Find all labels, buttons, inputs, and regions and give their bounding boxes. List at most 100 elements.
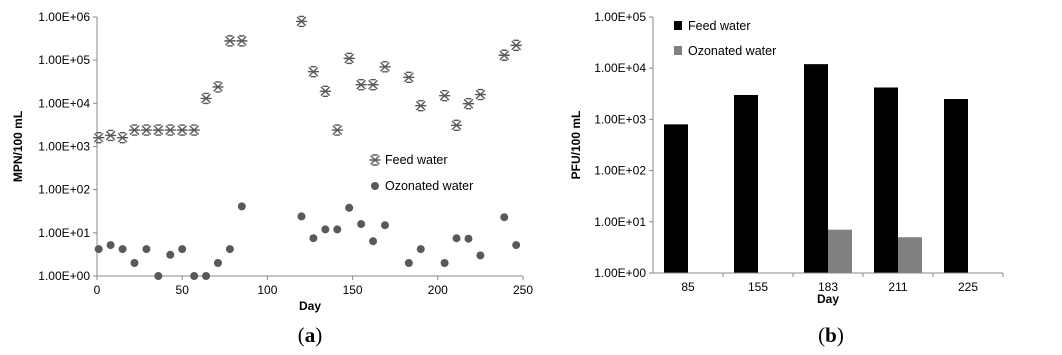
legend-marker-ozonated-water — [371, 182, 379, 190]
legend-asterisk — [369, 154, 381, 166]
data-point — [142, 245, 151, 254]
data-point — [295, 15, 308, 28]
data-point — [367, 79, 379, 91]
legend-label-ozonated-water: Ozonated water — [688, 44, 776, 58]
x-axis-title: Day — [817, 292, 839, 306]
data-point — [225, 245, 234, 254]
data-point — [202, 272, 211, 280]
bar-ozonated-water — [828, 229, 852, 273]
data-point — [357, 220, 366, 229]
data-point — [118, 245, 127, 254]
data-point — [166, 250, 175, 259]
data-point — [309, 234, 318, 243]
x-tick-label: 200 — [428, 283, 448, 297]
data-point — [452, 234, 461, 243]
legend: Feed water Ozonated water — [674, 19, 776, 58]
y-tick-label: 1.00E+04 — [594, 61, 646, 75]
data-point — [106, 241, 115, 250]
data-point — [104, 129, 117, 142]
data-point — [510, 39, 522, 52]
scatter-chart-panel-a: 1.00E+00 1.00E+01 1.00E+02 1.00E+03 1.00E+04… — [11, 10, 533, 347]
data-point — [474, 88, 487, 101]
panel-label-a: (a) — [298, 323, 323, 347]
legend-swatch-feed-water — [674, 21, 682, 30]
series-feed-water — [93, 15, 522, 144]
x-tick-label: 225 — [958, 280, 978, 294]
data-point — [188, 124, 200, 136]
data-point — [464, 234, 473, 243]
data-point — [450, 119, 463, 131]
x-tick-label: 155 — [748, 280, 768, 294]
data-point — [440, 259, 449, 268]
x-axis-title: Day — [299, 299, 321, 313]
legend-marker-feed-water — [369, 154, 381, 166]
data-point — [331, 124, 343, 136]
y-tick-label: 1.00E+03 — [38, 140, 90, 154]
y-tick-label: 1.00E+06 — [38, 10, 90, 24]
data-point — [403, 71, 415, 84]
data-point — [154, 272, 163, 280]
data-point — [93, 131, 105, 144]
bar-ozonated-water — [898, 237, 922, 273]
data-point — [355, 79, 367, 91]
data-point — [438, 90, 451, 102]
y-axis-ticks: 1.00E+00 1.00E+01 1.00E+02 1.00E+03 1.00E+04… — [38, 10, 97, 283]
legend-label-feed-water: Feed water — [385, 153, 448, 167]
y-tick-label: 1.00E+00 — [38, 269, 90, 283]
x-tick-label: 100 — [257, 283, 277, 297]
data-point — [307, 66, 320, 78]
x-axis-ticks: 0 50 100 150 200 250 — [94, 276, 533, 297]
data-point — [379, 61, 391, 73]
data-point — [178, 245, 187, 254]
data-point — [333, 225, 342, 234]
data-point — [345, 203, 354, 212]
x-tick-label: 0 — [94, 283, 101, 297]
y-tick-label: 1.00E+02 — [38, 183, 90, 197]
data-point — [321, 225, 330, 234]
bar-feed-water — [804, 64, 828, 273]
bar-chart-panel-b: 1.00E+00 1.00E+01 1.00E+02 1.00E+03 1.00E+04… — [569, 10, 1004, 347]
bar-feed-water — [874, 87, 898, 273]
data-point — [140, 124, 153, 136]
data-point — [213, 259, 222, 268]
x-axis-ticks: 85 155 183 211 225 — [681, 273, 1004, 294]
y-tick-label: 1.00E+05 — [594, 10, 646, 24]
y-axis-title: MPN/100 mL — [11, 111, 25, 182]
legend: Feed water Ozonated water — [369, 153, 473, 193]
data-points — [93, 15, 522, 280]
x-tick-label: 250 — [513, 283, 533, 297]
data-point — [152, 124, 165, 136]
bars — [664, 64, 968, 274]
data-point — [128, 124, 141, 136]
data-point — [404, 259, 413, 268]
data-point — [116, 131, 129, 144]
data-point — [500, 213, 509, 222]
y-tick-label: 1.00E+05 — [38, 53, 90, 67]
y-tick-label: 1.00E+04 — [38, 96, 90, 110]
data-point — [176, 124, 188, 136]
bar-feed-water — [944, 99, 968, 273]
series-ozonated-water — [94, 202, 521, 280]
data-point — [164, 124, 176, 136]
data-point — [224, 35, 236, 47]
data-point — [380, 221, 389, 230]
legend-label-feed-water: Feed water — [688, 19, 751, 33]
bar-feed-water — [734, 94, 758, 273]
legend-swatch-ozonated-water — [674, 46, 682, 55]
data-point — [297, 212, 306, 221]
legend-dot — [371, 182, 379, 190]
data-point — [512, 241, 521, 250]
x-tick-label: 150 — [343, 283, 363, 297]
data-point — [236, 35, 248, 47]
panel-label-b: (b) — [818, 323, 844, 347]
data-point — [130, 259, 139, 268]
data-point — [476, 251, 485, 260]
x-tick-label: 183 — [818, 280, 838, 294]
legend-label-ozonated-water: Ozonated water — [385, 179, 473, 193]
data-point — [94, 245, 103, 254]
y-tick-label: 1.00E+01 — [594, 215, 646, 229]
data-point — [462, 98, 475, 110]
x-tick-label: 211 — [888, 280, 907, 294]
y-axis-ticks: 1.00E+00 1.00E+01 1.00E+02 1.00E+03 1.00E+04… — [594, 10, 653, 280]
